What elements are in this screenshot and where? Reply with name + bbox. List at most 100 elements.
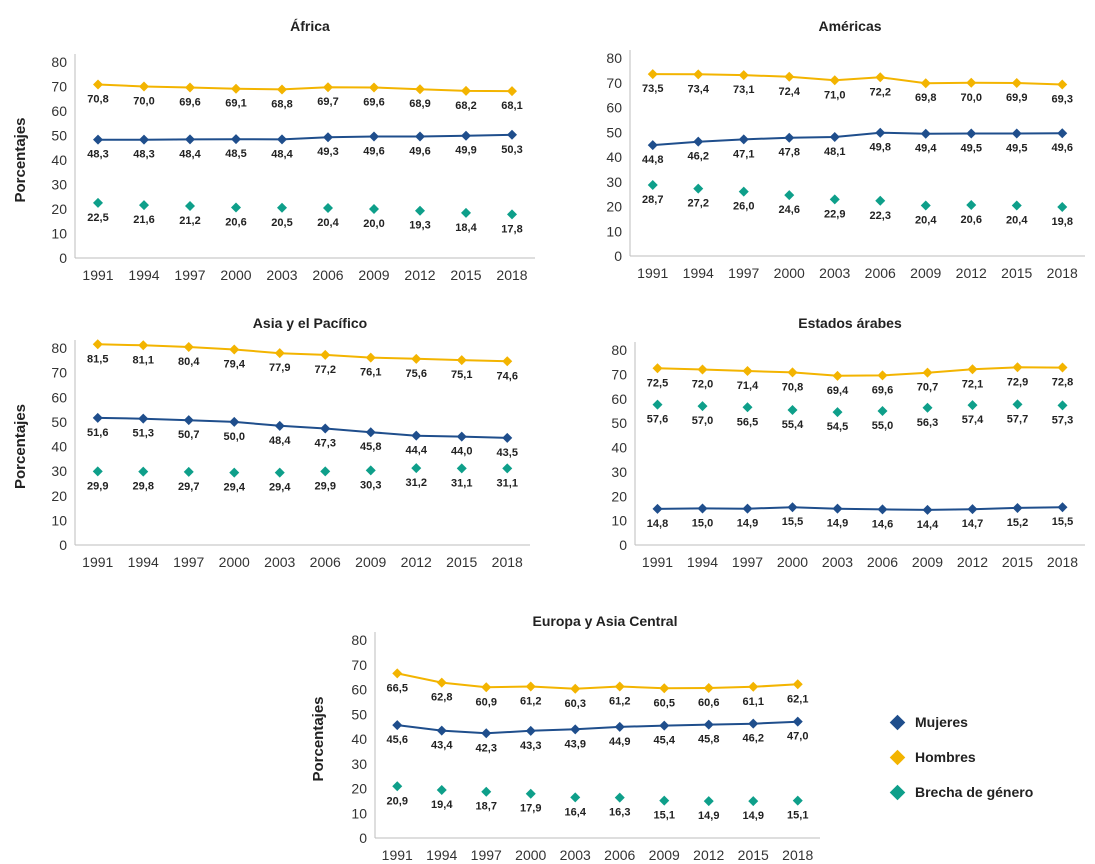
- data-label-brecha: 55,0: [872, 420, 893, 432]
- y-tick-label: 70: [606, 75, 622, 91]
- data-point-hombres: [369, 82, 379, 93]
- legend-label: Brecha de género: [915, 784, 1034, 800]
- data-point-mujeres: [697, 503, 708, 514]
- y-tick-label: 20: [606, 199, 622, 215]
- data-point-hombres: [920, 78, 931, 89]
- data-point-mujeres: [369, 131, 379, 142]
- data-point-hombres: [877, 370, 888, 381]
- x-tick-label: 2006: [865, 265, 896, 281]
- data-label-hombres: 60,9: [476, 696, 497, 708]
- data-point-hombres: [1011, 77, 1022, 88]
- data-label-hombres: 66,5: [387, 682, 408, 694]
- data-point-hombres: [93, 79, 103, 90]
- data-point-mujeres: [456, 431, 467, 442]
- data-point-brecha: [92, 466, 103, 477]
- y-tick-label: 80: [351, 632, 367, 648]
- data-label-mujeres: 15,5: [1052, 516, 1073, 528]
- y-tick-label: 40: [611, 440, 627, 456]
- data-point-hombres: [365, 352, 376, 363]
- data-label-hombres: 68,2: [455, 100, 476, 112]
- data-point-hombres: [436, 677, 447, 688]
- y-tick-label: 60: [606, 100, 622, 116]
- y-tick-label: 30: [611, 464, 627, 480]
- data-label-mujeres: 14,9: [827, 518, 848, 530]
- data-point-hombres: [784, 71, 795, 82]
- data-label-brecha: 20,4: [317, 217, 339, 229]
- data-point-hombres: [481, 682, 492, 693]
- data-label-mujeres: 15,0: [692, 517, 713, 529]
- data-point-hombres: [967, 364, 978, 375]
- x-tick-label: 2012: [957, 554, 988, 570]
- data-point-brecha: [966, 200, 977, 211]
- y-tick-label: 30: [51, 177, 67, 193]
- data-point-mujeres: [436, 725, 447, 736]
- series-line-hombres: [97, 343, 508, 363]
- data-point-mujeres: [659, 720, 670, 731]
- y-tick-label: 0: [59, 537, 67, 553]
- x-tick-label: 2009: [912, 554, 943, 570]
- x-tick-label: 2003: [560, 847, 591, 863]
- data-point-brecha: [138, 466, 149, 477]
- data-label-hombres: 70,8: [782, 381, 803, 393]
- data-label-hombres: 79,4: [224, 358, 246, 370]
- data-point-mujeres: [92, 412, 103, 423]
- x-tick-label: 2018: [1047, 554, 1078, 570]
- data-label-brecha: 19,4: [431, 799, 453, 811]
- y-tick-label: 40: [51, 152, 67, 168]
- legend-label: Hombres: [915, 749, 976, 765]
- data-label-brecha: 22,3: [870, 210, 891, 222]
- x-tick-label: 2003: [266, 267, 297, 283]
- diamond-marker-icon: [889, 714, 906, 730]
- chart-panel: Américas 0 10 20 30 40 50 60 70 80 1991 1994 1997 200…: [606, 18, 1085, 281]
- x-tick-label: 2003: [264, 554, 295, 570]
- data-point-mujeres: [229, 416, 240, 427]
- chart-panel: África Porcentajes 0 10 20 30 40 50 60 70 80 1991 19…: [12, 18, 535, 283]
- data-label-brecha: 31,1: [451, 477, 472, 489]
- y-tick-label: 0: [619, 537, 627, 553]
- data-point-mujeres: [139, 134, 149, 145]
- data-label-hombres: 71,0: [824, 89, 845, 101]
- x-tick-label: 2009: [649, 847, 680, 863]
- data-label-brecha: 16,3: [609, 807, 630, 819]
- data-label-hombres: 68,9: [409, 98, 430, 110]
- data-point-mujeres: [415, 131, 425, 142]
- y-tick-label: 70: [351, 657, 367, 673]
- data-label-mujeres: 45,8: [360, 441, 381, 453]
- data-point-mujeres: [877, 504, 888, 515]
- legend-item-mujeres: Mujeres: [888, 712, 1088, 732]
- data-point-hombres: [274, 348, 285, 359]
- data-point-brecha: [1012, 399, 1023, 410]
- data-label-hombres: 73,1: [733, 84, 754, 96]
- data-label-brecha: 21,6: [133, 214, 154, 226]
- data-point-brecha: [1011, 200, 1022, 211]
- data-point-mujeres: [693, 136, 704, 147]
- data-label-brecha: 22,9: [824, 208, 845, 220]
- data-point-hombres: [693, 69, 704, 80]
- x-tick-label: 2015: [1002, 554, 1033, 570]
- data-point-brecha: [320, 466, 331, 477]
- data-label-hombres: 68,8: [271, 98, 292, 110]
- y-tick-label: 60: [51, 389, 67, 405]
- data-label-brecha: 29,8: [133, 481, 154, 493]
- data-label-hombres: 73,5: [642, 83, 663, 95]
- data-point-mujeres: [614, 721, 625, 732]
- y-axis-label: Porcentajes: [310, 696, 327, 781]
- data-label-mujeres: 43,5: [497, 447, 518, 459]
- data-point-mujeres: [93, 134, 103, 145]
- diamond-marker-icon: [889, 749, 906, 765]
- data-label-brecha: 29,4: [269, 482, 291, 494]
- data-label-hombres: 75,6: [406, 368, 427, 380]
- y-tick-label: 80: [611, 342, 627, 358]
- data-label-mujeres: 43,4: [431, 740, 453, 752]
- x-tick-label: 2015: [450, 267, 481, 283]
- data-label-hombres: 70,0: [133, 96, 154, 108]
- data-label-hombres: 72,9: [1007, 376, 1028, 388]
- data-label-brecha: 18,4: [455, 222, 477, 234]
- data-point-hombres: [229, 344, 240, 355]
- data-point-mujeres: [647, 140, 658, 151]
- data-point-brecha: [829, 194, 840, 205]
- y-tick-label: 80: [51, 54, 67, 70]
- data-point-brecha: [323, 203, 333, 214]
- data-point-mujeres: [792, 716, 803, 727]
